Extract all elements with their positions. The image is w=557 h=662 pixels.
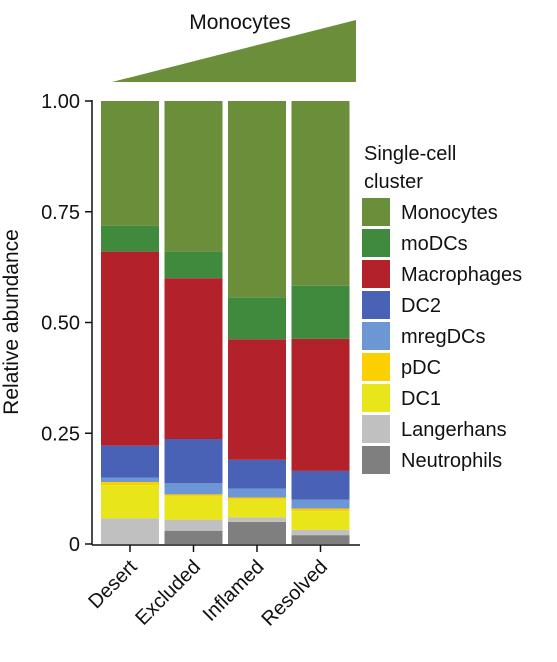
legend-swatch-monocytes xyxy=(362,198,390,226)
bars-group xyxy=(101,101,350,544)
bar-segment-inflamed-modcs xyxy=(228,297,286,340)
legend-swatch-neutrophils xyxy=(362,446,390,474)
bar-segment-inflamed-pdc xyxy=(228,497,286,500)
legend-label-langerhans: Langerhans xyxy=(401,419,507,441)
legend-swatch-dc1 xyxy=(362,384,390,412)
bar-segment-excluded-modcs xyxy=(164,251,223,279)
x-tick-label-desert: Desert xyxy=(84,556,142,614)
legend-swatch-langerhans xyxy=(362,415,390,443)
bar-segment-resolved-mregdcs xyxy=(291,499,350,509)
bar-segment-excluded-monocytes xyxy=(164,101,223,252)
legend-label-neutrophils: Neutrophils xyxy=(401,450,502,472)
y-tick-label: 1.00 xyxy=(41,91,80,113)
bar-segment-excluded-neutrophils xyxy=(164,530,223,544)
legend-swatch-dc2 xyxy=(362,291,390,319)
bar-segment-desert-langerhans xyxy=(101,518,159,544)
bar-segment-desert-monocytes xyxy=(101,101,159,226)
legend-title: Single-cell xyxy=(364,143,456,165)
bar-segment-inflamed-monocytes xyxy=(228,101,286,298)
bar-segment-inflamed-neutrophils xyxy=(228,521,286,544)
legend-label-pdc: pDC xyxy=(401,357,441,379)
x-tick-label-resolved: Resolved xyxy=(258,556,333,631)
legend-title: cluster xyxy=(364,171,423,193)
bar-segment-desert-mregdcs xyxy=(101,477,159,482)
bar-segment-resolved-modcs xyxy=(291,285,350,339)
bar-segment-resolved-pdc xyxy=(291,508,350,512)
legend-label-dc1: DC1 xyxy=(401,388,441,410)
bar-segment-desert-modcs xyxy=(101,225,159,252)
bar-segment-excluded-dc1 xyxy=(164,496,223,520)
y-tick-label: 0 xyxy=(69,534,80,556)
bar-segment-excluded-mregdcs xyxy=(164,483,223,495)
legend-label-macrophages: Macrophages xyxy=(401,264,522,286)
y-tick-label: 0.50 xyxy=(41,313,80,335)
bar-segment-inflamed-mregdcs xyxy=(228,488,286,498)
legend-label-mregdcs: mregDCs xyxy=(401,326,485,348)
bar-segment-desert-dc2 xyxy=(101,445,159,478)
legend-label-monocytes: Monocytes xyxy=(401,202,498,224)
monocyte-gradient-wedge xyxy=(112,20,356,82)
bar-segment-excluded-langerhans xyxy=(164,519,223,531)
y-axis-label: Relative abundance xyxy=(0,229,23,415)
bar-segment-resolved-langerhans xyxy=(291,529,350,536)
y-tick-label: 0.25 xyxy=(41,423,80,445)
legend-swatch-macrophages xyxy=(362,260,390,288)
bar-segment-resolved-monocytes xyxy=(291,101,350,286)
bar-segment-inflamed-langerhans xyxy=(228,517,286,522)
legend-swatch-mregdcs xyxy=(362,322,390,350)
legend-swatch-modcs xyxy=(362,229,390,257)
legend-label-dc2: DC2 xyxy=(401,295,441,317)
header-label: Monocytes xyxy=(189,11,291,34)
bar-segment-resolved-macrophages xyxy=(291,338,350,471)
bar-segment-resolved-dc2 xyxy=(291,470,350,500)
bar-segment-excluded-pdc xyxy=(164,494,223,497)
bar-segment-resolved-dc1 xyxy=(291,511,350,530)
x-tick-label-excluded: Excluded xyxy=(131,556,205,630)
bar-segment-inflamed-macrophages xyxy=(228,339,286,460)
bar-segment-inflamed-dc2 xyxy=(228,459,286,489)
bar-segment-desert-dc1 xyxy=(101,485,159,519)
bar-segment-desert-pdc xyxy=(101,481,159,486)
bar-segment-desert-macrophages xyxy=(101,251,159,446)
legend: Single-cell cluster Monocytes moDCs Macropha… xyxy=(362,143,522,474)
bar-segment-excluded-macrophages xyxy=(164,278,223,440)
y-tick-label: 0.75 xyxy=(41,202,80,224)
legend-label-modcs: moDCs xyxy=(401,233,468,255)
y-ticks-group: 0 0.25 0.50 0.75 1.00 xyxy=(41,91,92,556)
bar-segment-inflamed-dc1 xyxy=(228,499,286,518)
bar-segment-excluded-dc2 xyxy=(164,439,223,484)
bar-segment-resolved-neutrophils xyxy=(291,535,350,544)
legend-swatch-pdc xyxy=(362,353,390,381)
